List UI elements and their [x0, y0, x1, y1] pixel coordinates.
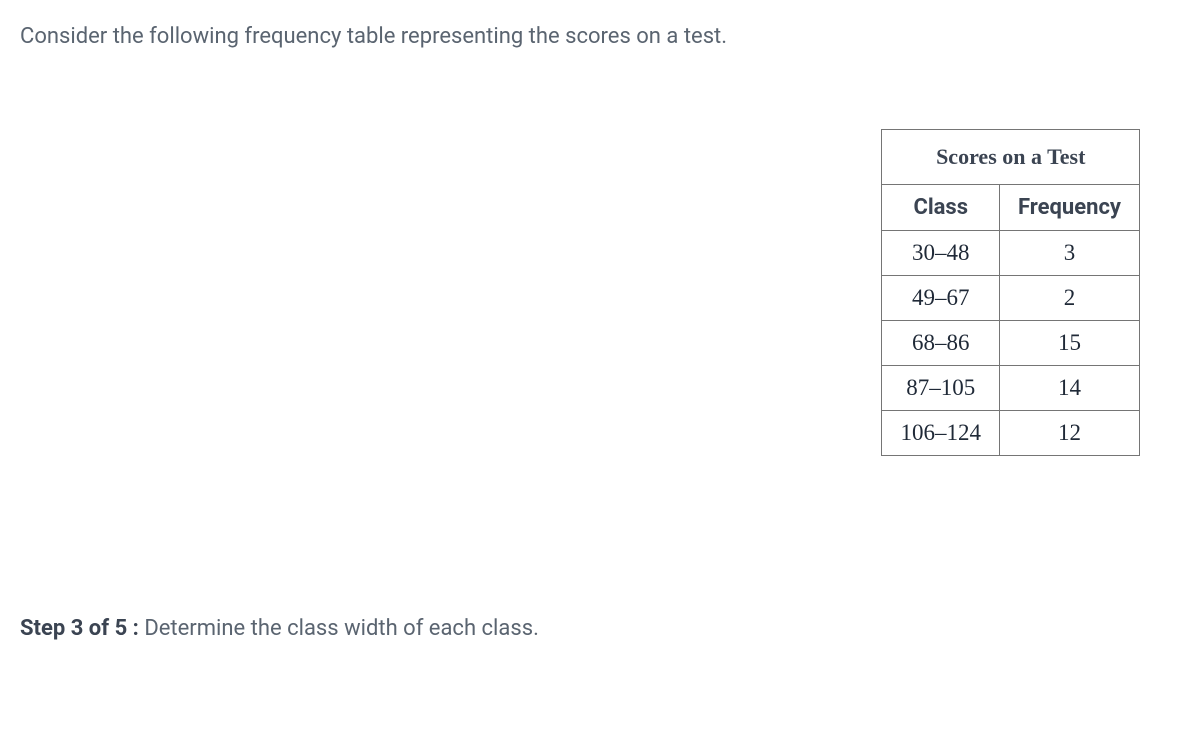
table-row: 49–67 2 — [882, 276, 1140, 321]
table-title: Scores on a Test — [882, 130, 1140, 185]
step-label: Step 3 of 5 : — [20, 616, 139, 641]
header-frequency: Frequency — [999, 185, 1139, 231]
cell-class: 68–86 — [882, 321, 1000, 366]
frequency-table: Scores on a Test Class Frequency 30–48 3… — [881, 129, 1140, 456]
cell-class: 106–124 — [882, 411, 1000, 456]
frequency-table-wrapper: Scores on a Test Class Frequency 30–48 3… — [20, 129, 1180, 456]
cell-frequency: 14 — [999, 366, 1139, 411]
cell-class: 87–105 — [882, 366, 1000, 411]
table-row: 68–86 15 — [882, 321, 1140, 366]
header-class: Class — [882, 185, 1000, 231]
cell-frequency: 2 — [999, 276, 1139, 321]
step-line: Step 3 of 5 : Determine the class width … — [20, 616, 1180, 641]
step-text: Determine the class width of each class. — [139, 616, 539, 641]
cell-class: 30–48 — [882, 231, 1000, 276]
cell-frequency: 12 — [999, 411, 1139, 456]
table-row: 30–48 3 — [882, 231, 1140, 276]
cell-frequency: 15 — [999, 321, 1139, 366]
table-row: 87–105 14 — [882, 366, 1140, 411]
intro-text: Consider the following frequency table r… — [20, 24, 1180, 49]
table-row: 106–124 12 — [882, 411, 1140, 456]
cell-frequency: 3 — [999, 231, 1139, 276]
cell-class: 49–67 — [882, 276, 1000, 321]
